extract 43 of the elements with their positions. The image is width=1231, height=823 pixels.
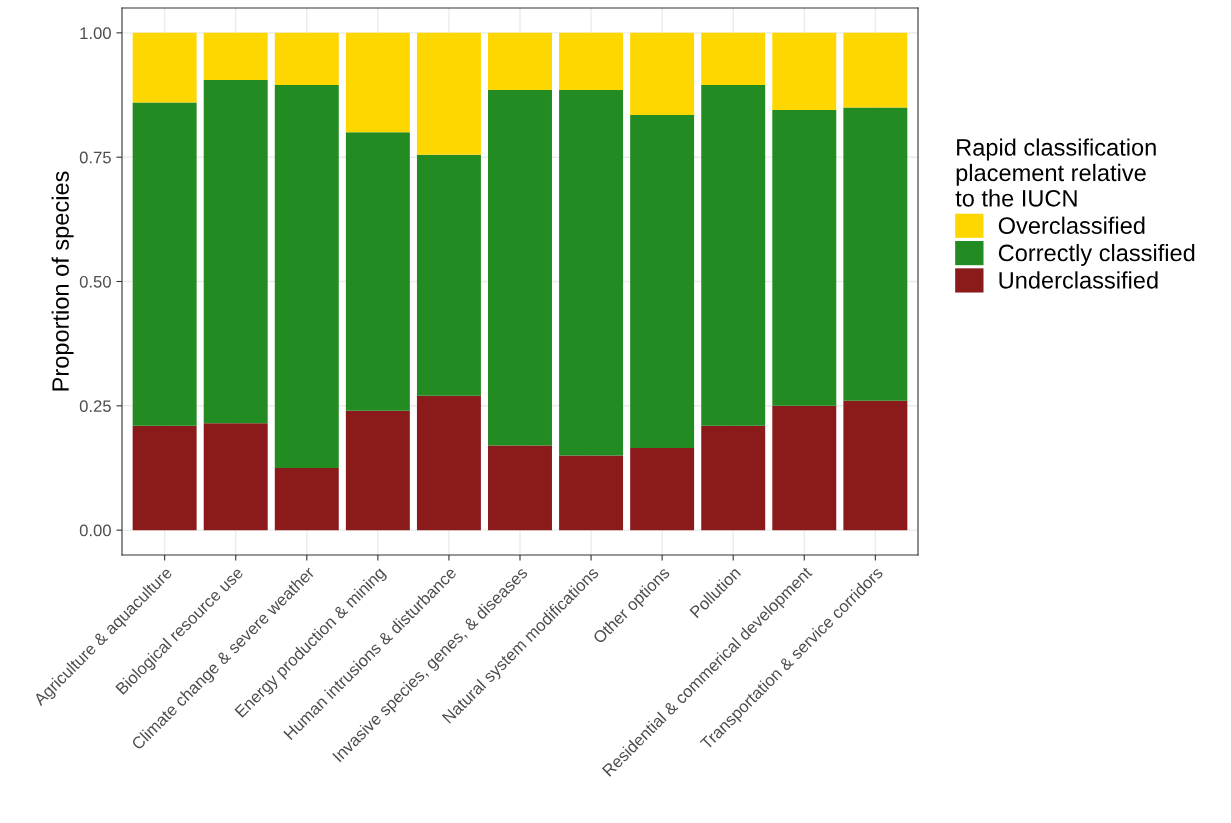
y-axis-title: Proportion of species (51, 171, 74, 391)
bar (843, 32, 908, 108)
bar (488, 32, 552, 91)
bar (345, 410, 410, 531)
bar (630, 114, 695, 449)
bar (345, 132, 410, 411)
bar (132, 32, 197, 103)
bar (559, 32, 624, 91)
bar (772, 32, 837, 110)
bar (772, 109, 837, 406)
bar (203, 423, 268, 531)
bar (132, 102, 197, 426)
y-tick-label: 0.25 (79, 400, 111, 413)
legend-label: Overclassified (998, 216, 1145, 234)
bar (630, 32, 695, 115)
bar (701, 85, 766, 426)
bar (772, 405, 837, 531)
bar (843, 400, 908, 531)
bar (416, 32, 481, 155)
bar (274, 467, 339, 531)
bar (345, 32, 410, 133)
bar (701, 32, 766, 86)
y-tick-label: 0.50 (79, 275, 111, 288)
bar (488, 90, 552, 446)
y-tick-label: 0.75 (79, 151, 111, 164)
legend-label: Underclassified (999, 271, 1158, 289)
bar (274, 32, 339, 86)
bar (274, 85, 339, 468)
legend-title: Rapid classification placement relative to the IUCN (955, 138, 1156, 207)
y-tick-label: 0.00 (79, 524, 111, 537)
bar (843, 107, 908, 401)
bar (559, 90, 624, 456)
bar (559, 455, 624, 531)
bar (132, 425, 197, 531)
y-tick-label: 1.00 (80, 27, 111, 40)
bar (630, 448, 695, 531)
bar (488, 445, 552, 531)
bar (203, 32, 268, 81)
legend-label: Correctly classified (998, 243, 1195, 266)
bar (701, 425, 766, 531)
bar (416, 395, 481, 531)
bar (203, 80, 268, 424)
bar (416, 154, 481, 396)
